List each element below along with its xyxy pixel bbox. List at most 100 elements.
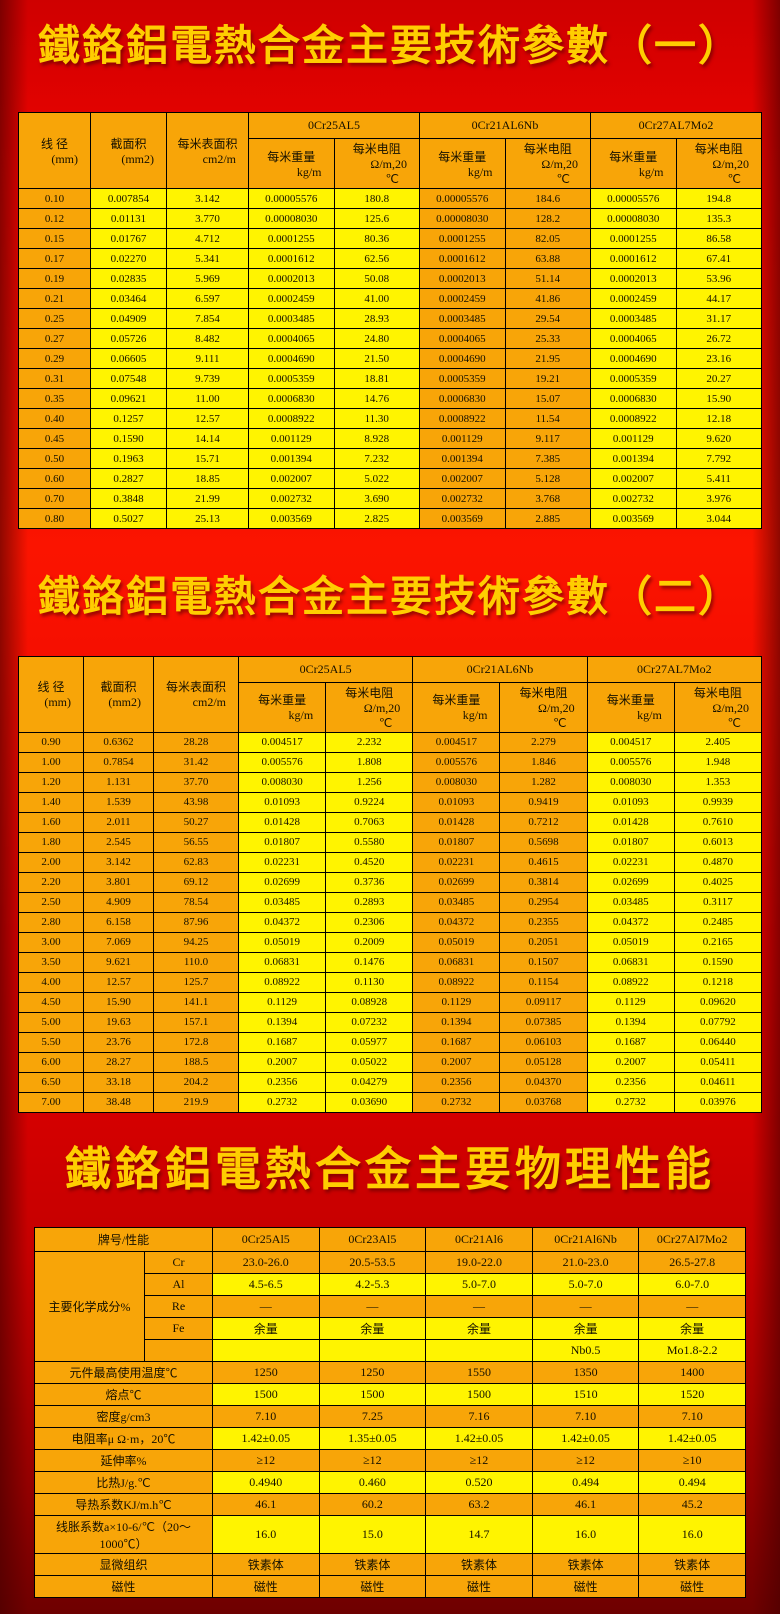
table-cell: 余量: [318, 1317, 427, 1341]
table-cell: 0.0001255: [590, 228, 677, 250]
table-cell: 28.27: [83, 1051, 154, 1073]
table-cell: 0.01131: [90, 208, 167, 230]
table-cell: 15.0: [318, 1515, 427, 1555]
header-weight: 每米重量 kg/m: [237, 681, 327, 733]
table-cell: 0.03485: [586, 891, 675, 913]
table-cell: 7.25: [318, 1405, 427, 1429]
table-cell: 0.1590: [673, 951, 763, 973]
table-row: 密度g/cm3 7.10 7.25 7.16 7.10 7.10: [34, 1405, 746, 1429]
table-cell: ≥10: [638, 1449, 746, 1473]
table-cell: 0.9419: [499, 791, 588, 813]
table-cell: 20.27: [675, 368, 762, 390]
table-cell: 0.08922: [237, 971, 327, 993]
table-cell: 0.1154: [499, 971, 588, 993]
table-cell: 172.8: [153, 1031, 239, 1053]
table-row: 0.70 0.3848 21.99 0.002732 3.690 0.002732 3.76…: [18, 488, 762, 510]
table-cell: 20.5-53.5: [318, 1251, 427, 1275]
table-cell: 0.2356: [237, 1071, 327, 1093]
table-cell: 0.008030: [586, 771, 675, 793]
table-row: 4.50 15.90 141.1 0.1129 0.08928 0.1129 0.09117…: [18, 991, 763, 1013]
table-cell: 2.405: [673, 731, 763, 753]
table-cell: 67.41: [675, 248, 762, 270]
row-label: 显微组织: [34, 1553, 213, 1577]
table-cell: 41.00: [333, 288, 420, 310]
table-row: 0.19 0.02835 5.969 0.0002013 50.08 0.0002013 5…: [18, 268, 762, 290]
table-cell: 28.93: [333, 308, 420, 330]
table-cell: 0.0008922: [590, 408, 677, 430]
table-cell: 0.2306: [325, 911, 414, 933]
table-cell: 0.04372: [586, 911, 675, 933]
table-cell: [318, 1339, 427, 1363]
table-cell: 9.621: [83, 951, 154, 973]
table-cell: 6.597: [166, 288, 249, 310]
table-cell: 60.2: [318, 1493, 427, 1517]
table-cell: 0.0002459: [590, 288, 677, 310]
header-surface-area: 每米表面积 cm2/m: [166, 112, 249, 190]
table-cell: 磁性: [318, 1575, 427, 1599]
table-cell: 0.0005359: [590, 368, 677, 390]
table-cell: 3.142: [83, 851, 154, 873]
row-label: 4.50: [18, 991, 84, 1013]
table-cell: ≥12: [318, 1449, 427, 1473]
table-row: 磁性 磁性 磁性 磁性 磁性 磁性: [34, 1575, 746, 1599]
table-cell: 9.739: [166, 368, 249, 390]
table-cell: 0.002007: [419, 468, 506, 490]
table-cell: 0.02231: [237, 851, 327, 873]
table-cell: —: [212, 1295, 320, 1319]
table-cell: [425, 1339, 533, 1363]
row-label: 0.35: [18, 388, 91, 410]
row-label: 1.40: [18, 791, 84, 813]
row-label: 0.29: [18, 348, 91, 370]
table-cell: 5.128: [504, 468, 591, 490]
table-cell: 3.768: [504, 488, 591, 510]
header-cross-section: 截面积 (mm2): [90, 112, 167, 190]
table-cell: 0.1129: [237, 991, 327, 1013]
table-cell: 1.42±0.05: [212, 1427, 320, 1451]
table-cell: 3.044: [675, 508, 762, 530]
table-cell: 0.03464: [90, 288, 167, 310]
table-cell: 0.001129: [248, 428, 335, 450]
table-cell: 0.2051: [499, 931, 588, 953]
table-cell: 6.158: [83, 911, 154, 933]
table-cell: 0.01428: [412, 811, 501, 833]
table-cell: 56.55: [153, 831, 239, 853]
table-cell: 0.0002013: [419, 268, 506, 290]
table-cell: 0.00008030: [590, 208, 677, 230]
header-alloy-0cr25al5: 0Cr25AL5: [237, 655, 414, 683]
table-row: 0.60 0.2827 18.85 0.002007 5.022 0.002007 5.12…: [18, 468, 762, 490]
table-cell: 0.07792: [673, 1011, 763, 1033]
table-cell: 78.54: [153, 891, 239, 913]
table-cell: 0.08928: [325, 991, 414, 1013]
table-cell: 0.0006830: [590, 388, 677, 410]
table-cell: —: [531, 1295, 640, 1319]
table-cell: 180.8: [333, 188, 420, 210]
table-cell: 0.004517: [412, 731, 501, 753]
table-cell: 0.0004065: [419, 328, 506, 350]
table-cell: 0.01807: [237, 831, 327, 853]
table-cell: 0.0002013: [590, 268, 677, 290]
table-row: 2.80 6.158 87.96 0.04372 0.2306 0.04372 0.2355…: [18, 911, 763, 933]
table-cell: 0.2732: [586, 1091, 675, 1113]
header-weight: 每米重量 kg/m: [590, 138, 677, 190]
table-cell: 0.2007: [412, 1051, 501, 1073]
row-label: 线胀系数a×10-6/℃（20～1000℃）: [34, 1515, 213, 1555]
table-cell: 0.001129: [419, 428, 506, 450]
table-cell: 63.2: [425, 1493, 533, 1517]
row-label: 0.60: [18, 468, 91, 490]
table-cell: 23.0-26.0: [212, 1251, 320, 1275]
table-cell: 0.494: [638, 1471, 746, 1495]
table-cell: 1510: [531, 1383, 640, 1407]
table-row: Al 4.5-6.5 4.2-5.3 5.0-7.0 5.0-7.0 6.0-7.0: [35, 1273, 746, 1297]
table-cell: 9.620: [675, 428, 762, 450]
table-cell: 1350: [531, 1361, 640, 1385]
table-cell: 0.1687: [412, 1031, 501, 1053]
chem-section-label: 主要化学成分%: [34, 1251, 145, 1363]
table-cell: 0.0001255: [248, 228, 335, 250]
table-cell: 0.1257: [90, 408, 167, 430]
table-cell: 4.5-6.5: [212, 1273, 320, 1297]
table-cell: 0.01428: [586, 811, 675, 833]
row-label: 0.40: [18, 408, 91, 430]
row-label: 2.50: [18, 891, 84, 913]
table-cell: 0.03485: [237, 891, 327, 913]
row-label: 2.80: [18, 911, 84, 933]
